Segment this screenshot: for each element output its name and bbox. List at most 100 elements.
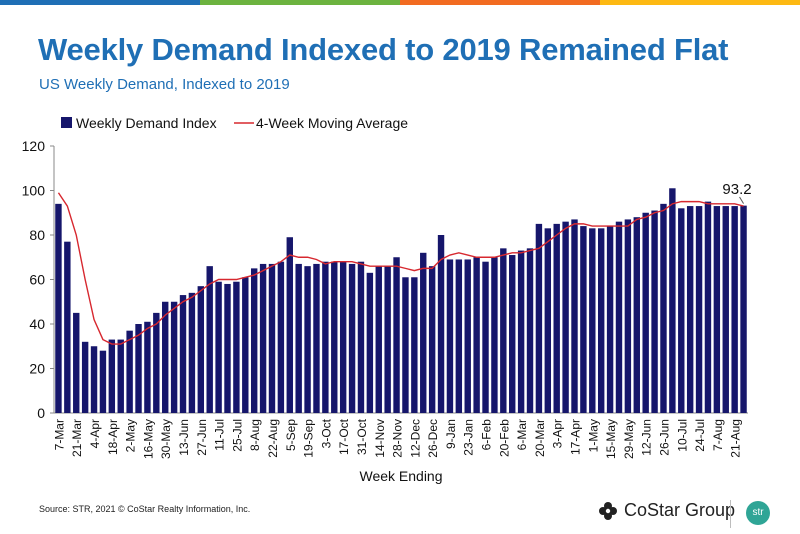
x-tick-label: 13-Jun bbox=[177, 419, 191, 456]
bar bbox=[250, 268, 258, 413]
moving-average-line bbox=[57, 192, 744, 345]
x-tick-label: 18-Apr bbox=[106, 419, 120, 455]
x-tick-label: 7-Aug bbox=[711, 419, 725, 451]
page-subtitle: US Weekly Demand, Indexed to 2019 bbox=[39, 76, 290, 93]
x-tick-label: 29-May bbox=[622, 419, 636, 459]
x-tick-label: 15-May bbox=[604, 419, 618, 459]
bar bbox=[331, 261, 338, 413]
y-tick-label: 0 bbox=[37, 405, 45, 421]
bar bbox=[704, 201, 712, 413]
x-tick-label: 27-Jun bbox=[195, 419, 209, 456]
x-tick-label: 26-Jun bbox=[657, 419, 671, 456]
y-tick-label: 80 bbox=[29, 227, 45, 243]
y-tick-label: 40 bbox=[29, 316, 45, 332]
x-tick-label: 19-Sep bbox=[302, 419, 316, 458]
bar bbox=[304, 266, 311, 413]
bar bbox=[135, 324, 142, 413]
x-tick-label: 6-Mar bbox=[515, 419, 529, 450]
bar bbox=[437, 235, 445, 413]
bar bbox=[695, 206, 703, 413]
bar bbox=[526, 248, 534, 413]
y-tick-label: 60 bbox=[29, 272, 45, 288]
bar bbox=[197, 286, 205, 413]
x-tick-label: 31-Oct bbox=[355, 418, 369, 455]
bar bbox=[411, 277, 418, 413]
x-tick-label: 30-May bbox=[159, 419, 173, 459]
bar bbox=[686, 206, 694, 413]
bar bbox=[153, 312, 160, 413]
bar bbox=[162, 301, 169, 413]
x-tick-label: 22-Aug bbox=[266, 419, 280, 458]
bar bbox=[348, 263, 356, 413]
bar bbox=[571, 219, 578, 413]
bar bbox=[597, 228, 605, 413]
x-axis-title: Week Ending bbox=[359, 468, 442, 484]
bar bbox=[491, 257, 498, 413]
legend-label-weekly-demand: Weekly Demand Index bbox=[76, 115, 217, 131]
logo-text: CoStar Group bbox=[624, 500, 736, 520]
bar bbox=[544, 228, 552, 413]
bar bbox=[206, 266, 213, 413]
bar bbox=[606, 226, 614, 413]
bar bbox=[393, 257, 400, 413]
bar bbox=[535, 223, 543, 413]
x-tick-label: 20-Feb bbox=[497, 419, 511, 457]
y-tick-label: 120 bbox=[22, 138, 46, 154]
bar bbox=[660, 203, 667, 413]
x-tick-label: 1-May bbox=[586, 419, 600, 452]
x-tick-label: 21-Aug bbox=[729, 419, 743, 458]
bar bbox=[81, 341, 89, 413]
bar bbox=[64, 241, 71, 413]
bar bbox=[99, 350, 107, 413]
x-tick-label: 20-Mar bbox=[533, 419, 547, 457]
y-tick-label: 100 bbox=[22, 183, 46, 199]
stripe-blue bbox=[0, 0, 200, 5]
bar bbox=[615, 221, 623, 413]
str-badge: str bbox=[746, 501, 770, 525]
costar-flower-icon bbox=[599, 501, 617, 520]
bar bbox=[651, 210, 658, 413]
bar bbox=[428, 266, 436, 413]
x-tick-label: 2-May bbox=[124, 419, 138, 452]
bar bbox=[90, 346, 98, 413]
legend-label-moving-average: 4-Week Moving Average bbox=[256, 115, 408, 131]
x-tick-label: 6-Feb bbox=[480, 419, 494, 451]
x-tick-label: 5-Sep bbox=[284, 419, 298, 451]
stripe-yellow bbox=[600, 0, 800, 5]
bar bbox=[464, 259, 471, 413]
bar bbox=[117, 339, 124, 413]
bar bbox=[179, 295, 187, 413]
bar bbox=[482, 261, 489, 413]
bar bbox=[357, 261, 365, 413]
x-tick-label: 26-Dec bbox=[426, 419, 440, 458]
bar bbox=[633, 217, 640, 413]
x-tick-label: 17-Apr bbox=[569, 419, 583, 455]
last-value-label: 93.2 bbox=[722, 181, 751, 198]
bar bbox=[500, 248, 507, 413]
bar bbox=[366, 272, 374, 413]
bar bbox=[562, 221, 569, 413]
legend-swatch-bars bbox=[61, 117, 72, 128]
bar bbox=[224, 283, 231, 413]
bar bbox=[740, 205, 747, 413]
bar bbox=[509, 255, 516, 413]
bar bbox=[624, 219, 632, 413]
bar bbox=[277, 261, 285, 413]
bar bbox=[669, 188, 676, 413]
bar bbox=[259, 263, 267, 413]
x-tick-label: 12-Jun bbox=[640, 419, 654, 456]
bar bbox=[295, 263, 302, 413]
x-tick-label: 28-Nov bbox=[391, 419, 405, 458]
bar bbox=[384, 266, 391, 413]
bar bbox=[517, 250, 525, 413]
bar bbox=[375, 266, 382, 413]
bar bbox=[722, 206, 729, 413]
bar bbox=[286, 237, 293, 413]
x-tick-label: 12-Dec bbox=[408, 419, 422, 458]
x-tick-label: 8-Aug bbox=[248, 419, 262, 451]
x-tick-label: 17-Oct bbox=[337, 418, 351, 455]
logo-divider bbox=[730, 500, 731, 528]
bar bbox=[455, 259, 463, 413]
x-tick-label: 3-Apr bbox=[551, 419, 565, 448]
